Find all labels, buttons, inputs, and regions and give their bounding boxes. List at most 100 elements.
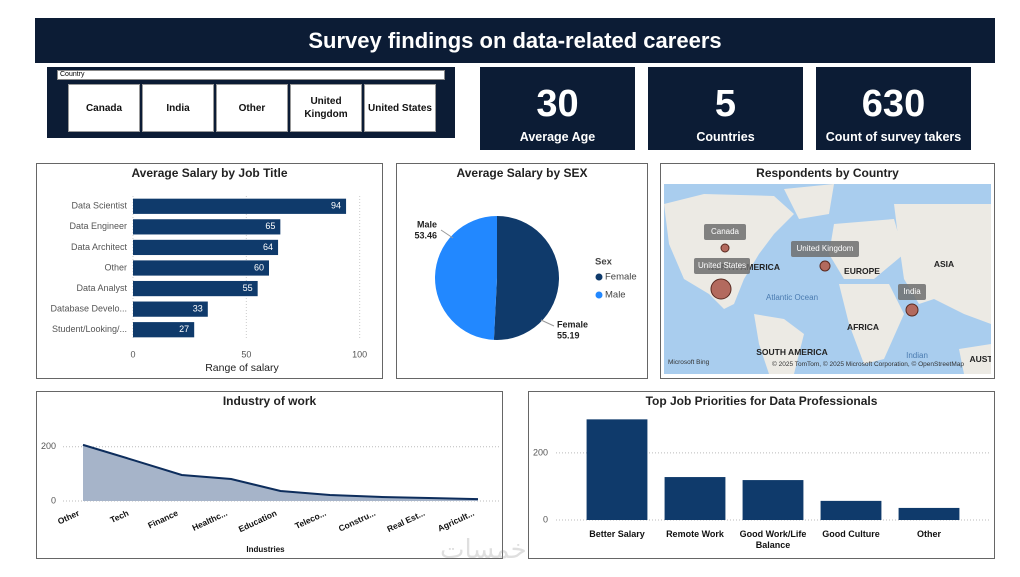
kpi-card: 30 Average Age: [480, 67, 635, 150]
land: [784, 184, 834, 219]
value-label: 65: [265, 221, 275, 231]
value-label: 64: [263, 242, 273, 252]
map-bubble: [905, 303, 919, 317]
bar: [133, 260, 269, 276]
bar: [586, 419, 648, 520]
category-label: Data Scientist: [71, 201, 127, 211]
leader-line: [540, 319, 555, 327]
panel-title: Average Salary by SEX: [456, 166, 588, 180]
map-label: AUSTRALIA: [969, 354, 991, 364]
land: [959, 344, 991, 374]
pie-slice: [434, 216, 497, 340]
y-tick-label: 0: [51, 495, 56, 505]
legend-label: Male: [605, 290, 626, 301]
bar: [820, 500, 882, 520]
land: [754, 314, 804, 374]
x-tick-label: Education: [237, 508, 278, 534]
value-label: 55: [243, 283, 253, 293]
header-title: Survey findings on data-related careers: [35, 18, 995, 63]
map-label: EUROPE: [844, 266, 880, 276]
bar: [664, 477, 726, 520]
x-tick-label: Real Est...: [385, 508, 426, 534]
x-axis-title: Industries: [246, 545, 285, 554]
x-tick-label: Teleco...: [293, 508, 327, 531]
map-label: AFRICA: [846, 322, 880, 332]
map-bubble: [710, 278, 732, 300]
x-tick-label: Other: [56, 507, 81, 526]
kpi-value: 30: [536, 83, 579, 125]
x-tick-label: Tech: [109, 508, 131, 525]
category-label: Database Develo...: [50, 304, 127, 314]
watermark: خمسات: [440, 535, 527, 565]
value-label: 27: [179, 324, 189, 334]
category-label: Data Analyst: [76, 283, 127, 293]
category-label: Data Engineer: [69, 221, 127, 231]
bar: [133, 322, 195, 338]
x-tick-label: Finance: [146, 508, 180, 531]
category-label: Good Work/Life Balance: [739, 529, 807, 550]
category-label: Better Salary: [589, 529, 645, 539]
panel-title: Industry of work: [222, 394, 317, 408]
value-label: 60: [254, 262, 264, 272]
map-brand: Microsoft Bing: [668, 359, 710, 366]
slicer-button[interactable]: India: [142, 84, 214, 132]
map-label: SOUTH AMERICA: [756, 347, 828, 357]
map-attribution: © 2025 TomTom, © 2025 Microsoft Corporat…: [772, 361, 965, 368]
category-label: Good Culture: [822, 529, 880, 539]
map-label: Indian: [906, 351, 928, 360]
x-tick-label: 50: [241, 349, 251, 359]
slicer-dropdown[interactable]: Country: [57, 70, 445, 80]
slicer-button[interactable]: United Kingdom: [290, 84, 362, 132]
category-label: Data Architect: [71, 242, 128, 252]
kpi-card: 630 Count of survey takers: [816, 67, 971, 150]
kpi-value: 630: [861, 83, 926, 125]
slicer-button[interactable]: Canada: [68, 84, 140, 132]
category-label: Remote Work: [666, 529, 724, 539]
kpi-label: Count of survey takers: [825, 130, 962, 144]
legend-swatch: [595, 273, 603, 281]
slice-name: Female: [557, 319, 588, 329]
legend-label: Female: [605, 272, 637, 283]
leader-line: [440, 229, 454, 239]
panel-title: Average Salary by Job Title: [131, 166, 288, 180]
bar: [133, 198, 347, 214]
value-label: 94: [331, 201, 341, 211]
kpi-value: 5: [714, 83, 737, 125]
bar: [133, 219, 281, 235]
slicer-button[interactable]: Other: [216, 84, 288, 132]
bar: [133, 301, 208, 317]
map-point-label: United Kingdom: [791, 241, 859, 257]
slice-name: Male: [417, 219, 437, 229]
y-tick-label: 200: [533, 447, 548, 457]
land: [829, 219, 904, 279]
category-label: Other: [104, 262, 127, 272]
slice-value: 53.46: [414, 230, 437, 240]
bar: [133, 239, 279, 256]
x-tick-label: Constru...: [337, 508, 377, 534]
x-tick-label: 0: [130, 349, 135, 359]
bar: [898, 507, 960, 520]
land: [664, 194, 794, 309]
map-bubble: [720, 243, 730, 253]
kpi-card: 5 Countries: [648, 67, 803, 150]
legend-swatch: [595, 291, 603, 299]
slicer: Country Canada India Other United Kingdom Un…: [47, 67, 455, 138]
slicer-button[interactable]: United States: [364, 84, 436, 132]
map-point-label: United States: [694, 258, 750, 274]
y-tick-label: 0: [543, 514, 548, 524]
map-point-label: Canada: [704, 224, 746, 240]
map-bubble: [819, 260, 831, 272]
x-tick-label: Agricult...: [436, 508, 476, 534]
kpi-label: Average Age: [519, 130, 596, 144]
x-tick-label: 100: [352, 349, 367, 359]
line: [82, 443, 479, 501]
map-label: ASIA: [933, 259, 955, 269]
land: [839, 284, 904, 364]
category-label: Other: [916, 529, 941, 539]
bar: [133, 280, 258, 297]
bar: [742, 480, 804, 520]
panel-title: Top Job Priorities for Data Professional…: [645, 394, 878, 408]
pie-slice: [493, 216, 559, 340]
